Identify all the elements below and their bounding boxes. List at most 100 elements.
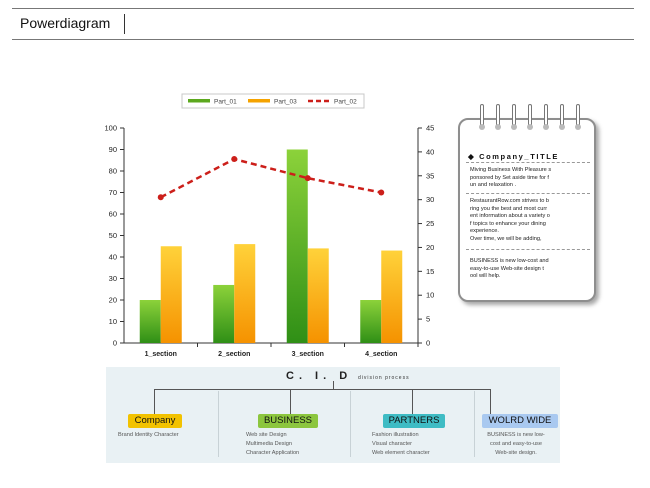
left-axis-tick-label: 40 [109, 253, 117, 262]
right-axis-tick-label: 0 [426, 339, 430, 348]
line-part-02 [160, 157, 382, 199]
line-point [378, 189, 385, 196]
right-axis-tick-label: 35 [426, 171, 434, 180]
bar-part-01 [139, 300, 161, 343]
cid-column-divider [350, 391, 351, 457]
legend-label: Part_01 [214, 99, 237, 106]
cid-process-panel: C. I. D division process Company BUSINES… [106, 367, 560, 463]
cid-connector-stem [333, 381, 334, 389]
spiral-hole [527, 124, 533, 130]
spiral-ring [544, 104, 548, 126]
cid-connector-drop [412, 389, 413, 414]
cid-description-line: Brand Identity Character [118, 432, 179, 438]
legend-label: Part_02 [334, 99, 357, 106]
left-axis-tick-label: 30 [109, 274, 117, 283]
notepad-text-line: Over time, we will be adding, [470, 235, 542, 242]
cid-description-partners: Fashion illustration Visual character Web … [372, 431, 472, 457]
spiral-ring [560, 104, 564, 126]
notepad-divider [466, 162, 590, 163]
cid-connector-drop [290, 389, 291, 414]
cid-badge-world-wide: WOLRD WIDE [482, 414, 558, 428]
notepad-text-line: experience. [470, 228, 499, 235]
left-axis-tick-label: 60 [109, 210, 117, 219]
bar-part-01 [286, 149, 308, 343]
bar-part-01 [213, 284, 235, 343]
page-header: Powerdiagram [12, 8, 634, 40]
spiral-hole [479, 124, 485, 130]
x-axis-category-label: 2_section [218, 351, 250, 358]
notepad-text-line: easy-to-use Web-site design t [470, 265, 544, 272]
legend-swatch [248, 99, 270, 103]
line-point [231, 156, 238, 163]
right-axis-tick-label: 40 [426, 147, 434, 156]
notepad-title-text: Company_TITLE [479, 152, 560, 161]
legend-swatch [188, 99, 210, 103]
notepad-paragraph-3: BUSINESS is new low-cost and easy-to-use … [470, 258, 588, 281]
cid-connector-drop [490, 389, 491, 414]
notepad-text-line: ring you the best and most curr [470, 205, 548, 212]
cid-description-line: cost and easy-to-use [490, 440, 542, 447]
notepad-text-line: un and relaxation . [470, 182, 517, 189]
right-axis-tick-label: 5 [426, 315, 430, 324]
notepad-divider [466, 249, 590, 250]
spiral-ring [496, 104, 500, 126]
line-point [157, 194, 164, 201]
notepad-text-line: ool will help. [470, 273, 501, 280]
cid-description-line: Web element character [372, 449, 430, 456]
line-point [304, 175, 311, 182]
left-axis-tick-label: 20 [109, 296, 117, 305]
cid-badge-company: Company [128, 414, 182, 428]
bar-part-03 [381, 250, 403, 343]
left-axis-tick-label: 80 [109, 167, 117, 176]
cid-subtitle: division process [358, 375, 410, 381]
bar-part-03 [160, 246, 182, 343]
notepad-card: ◆ Company_TITLE Miving Business With Ple… [458, 104, 596, 302]
x-axis-category-label: 3_section [292, 351, 324, 358]
notepad-text-line: Miving Business With Pleasure s [470, 167, 552, 173]
cid-connector-horizontal [154, 389, 490, 390]
cid-badge-partners: PARTNERS [383, 414, 445, 428]
notepad-text-line: ent information about a variety o [470, 213, 550, 220]
legend-box [181, 93, 365, 109]
cid-column-divider [218, 391, 219, 457]
notepad-divider [466, 193, 590, 194]
bar-part-01 [360, 300, 382, 343]
x-axis-category-label: 4_section [365, 351, 397, 358]
spiral-ring [576, 104, 580, 126]
left-axis-tick-label: 70 [109, 188, 117, 197]
bar-part-03 [234, 244, 256, 343]
cid-description-line: Character Application [246, 449, 300, 456]
notepad-text-line: RestaurantRow.com strives to b [470, 198, 549, 204]
spiral-ring [528, 104, 532, 126]
notepad-text-line: ponsored by Set aside time for f [470, 174, 549, 181]
right-axis-tick-label: 25 [426, 219, 434, 228]
spiral-ring [512, 104, 516, 126]
cid-column-divider [474, 391, 475, 457]
left-axis-tick-label: 50 [109, 231, 117, 240]
right-axis-tick-label: 30 [426, 195, 434, 204]
cid-description-line: Web site Design [246, 432, 287, 438]
notepad-paragraph-2: RestaurantRow.com strives to b ring you t… [470, 198, 588, 244]
left-axis-tick-label: 0 [113, 339, 117, 348]
spiral-hole [495, 124, 501, 130]
cid-description-line: Visual character [372, 440, 413, 447]
right-axis-tick-label: 45 [426, 124, 434, 133]
cid-description-company: Brand Identity Character [118, 431, 214, 440]
right-axis-tick-label: 20 [426, 243, 434, 252]
legend-label: Part_03 [274, 99, 297, 106]
left-axis-tick-label: 10 [109, 317, 117, 326]
notepad-paragraph-1: Miving Business With Pleasure s ponsored … [470, 167, 588, 190]
cid-description-business: Web site Design Multimedia Design Characte… [246, 431, 346, 457]
spiral-hole [575, 124, 581, 130]
cid-description-line: Fashion illustration [372, 432, 419, 438]
cid-description-line: Multimedia Design [246, 440, 293, 447]
bar-part-03 [307, 248, 329, 343]
notepad-text-line: BUSINESS is new low-cost and [470, 258, 549, 264]
left-axis-tick-label: 90 [109, 145, 117, 154]
spiral-ring [480, 104, 484, 126]
cid-description-line: BUSINESS is new low- [487, 432, 545, 438]
left-axis-tick-label: 100 [104, 124, 117, 133]
right-axis-tick-label: 15 [426, 267, 434, 276]
cid-description-line: Web-site design. [495, 449, 537, 456]
